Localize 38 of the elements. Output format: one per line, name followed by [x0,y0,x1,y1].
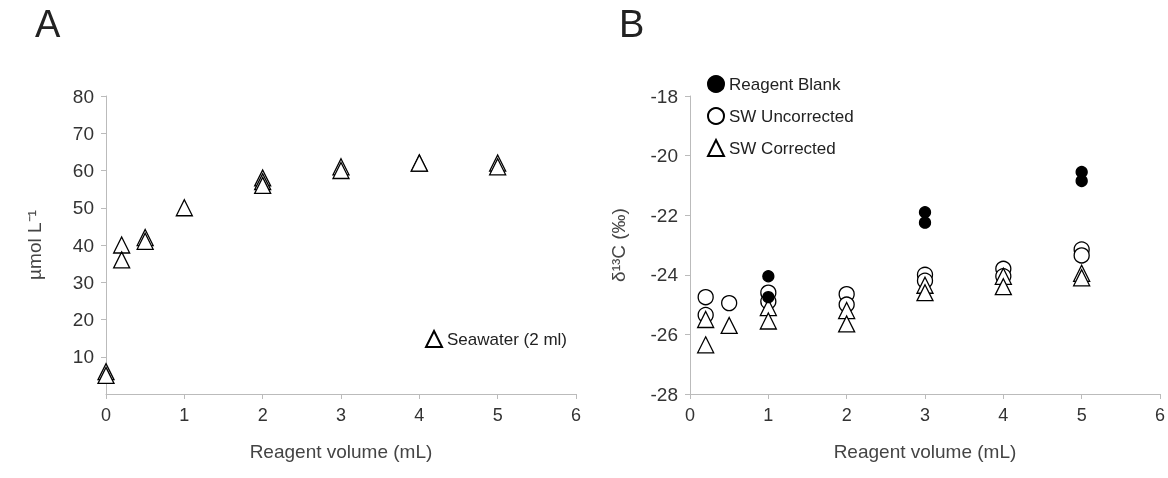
y-tick-label: 50 [72,197,94,219]
y-tick-label: 30 [72,271,94,293]
y-tick-label: -28 [650,383,678,405]
x-tick-label: 1 [763,405,774,425]
x-tick-label: 5 [492,405,503,425]
legend-label: SW Corrected [729,138,836,158]
y-tick-label: -20 [650,145,678,167]
y-tick-label: 60 [72,160,94,181]
chart-title: B [619,3,645,45]
x-tick-label: 6 [570,405,581,425]
x-tick-label: 3 [335,405,347,425]
x-tick-label: 1 [179,405,190,425]
y-tick-label: -22 [650,204,678,226]
x-axis-title: Reagent volume (mL) [249,441,433,462]
y-axis-title: µmol L⁻¹ [24,210,45,280]
y-tick-label: -24 [650,264,679,286]
chart-title: A [35,3,61,45]
y-axis-title: δ¹³C (‰) [608,208,629,282]
x-tick-label: 2 [841,405,852,425]
x-tick-label: 4 [414,405,425,425]
y-tick-label: 80 [72,85,94,107]
y-tick-label: -18 [650,85,678,107]
y-tick-label: 20 [72,309,94,330]
legend-label: Seawater (2 ml) [447,329,567,349]
x-tick-label: 6 [1154,405,1165,425]
x-tick-label: 0 [100,405,112,425]
y-tick-label: 40 [72,234,94,256]
x-tick-label: 3 [919,405,931,425]
x-tick-label: 0 [684,405,696,425]
legend-label: Reagent Blank [729,74,842,94]
y-tick-label: 10 [72,346,94,368]
legend-label: SW Uncorrected [729,106,854,126]
x-tick-label: 2 [257,405,268,425]
x-axis-title: Reagent volume (mL) [833,441,1017,462]
x-tick-label: 5 [1076,405,1087,425]
y-tick-label: 70 [72,122,94,144]
x-tick-label: 4 [998,405,1009,425]
y-tick-label: -26 [650,323,678,345]
